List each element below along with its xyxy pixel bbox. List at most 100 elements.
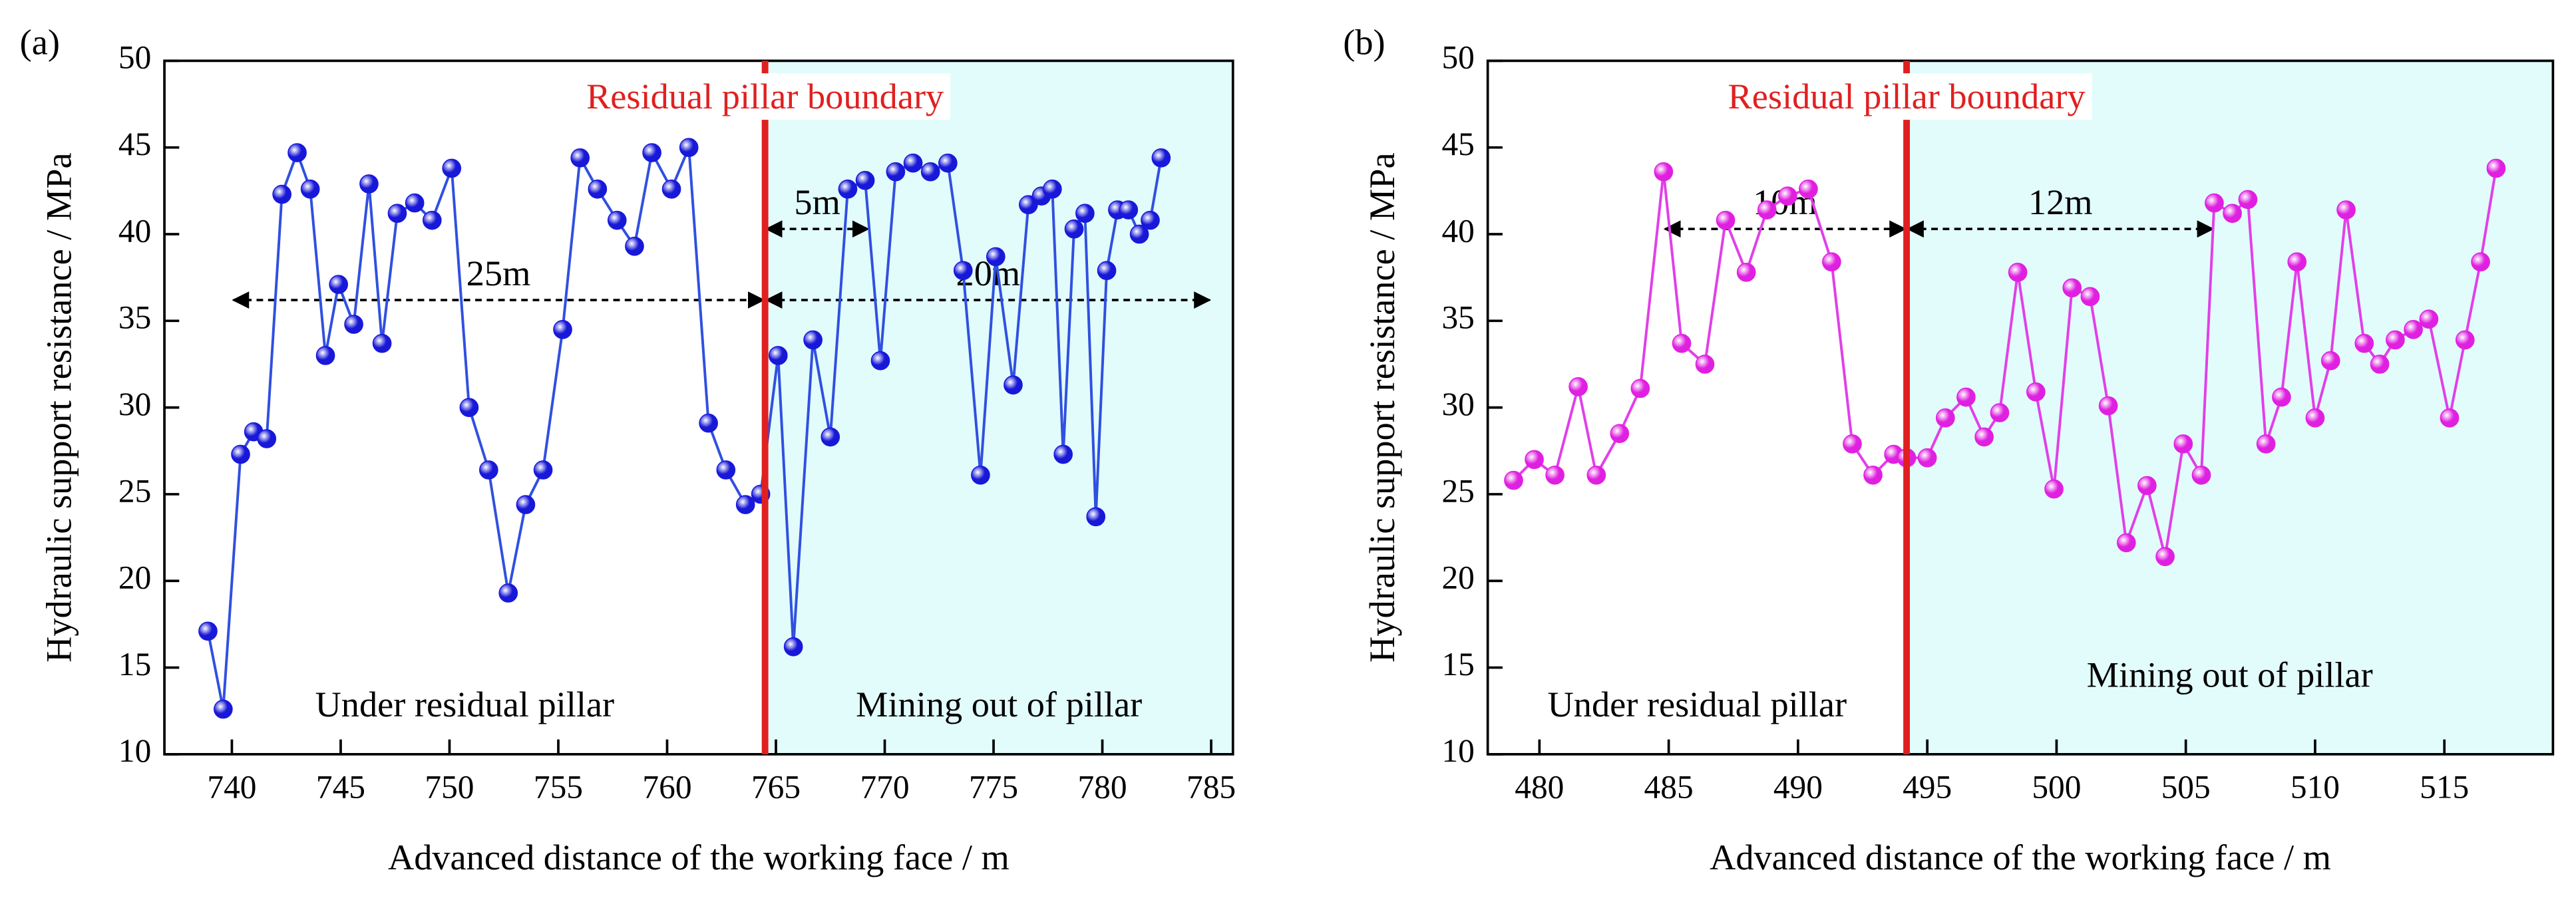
y-tick-label: 50 [1441,39,1474,76]
data-point [1990,403,2010,422]
region-label: Under residual pillar [315,684,615,724]
x-tick-label: 740 [207,769,256,806]
x-tick-label: 750 [425,769,474,806]
data-point [359,174,379,194]
data-point [2419,309,2439,329]
y-tick-label: 35 [118,299,151,336]
data-point [625,236,644,256]
data-point [2238,190,2258,210]
shaded-region [765,61,1233,754]
data-point [1654,162,1674,182]
data-point [870,351,890,371]
x-tick-label: 780 [1077,769,1127,806]
data-point [1974,427,1994,447]
data-point [214,699,233,719]
y-tick-label: 45 [118,126,151,162]
data-point [1863,465,1883,485]
data-point [1129,224,1149,244]
data-point [422,210,442,230]
data-point [1042,179,1062,199]
x-tick-label: 500 [2032,769,2081,806]
y-tick-label: 30 [118,386,151,422]
data-point [1936,408,1955,428]
data-point [344,315,363,334]
data-point [1119,200,1139,220]
x-axis-title: Advanced distance of the working face / … [388,837,1010,877]
panel-label: (b) [1343,23,1385,63]
y-axis-title: Hydraulic support resistance / MPa [39,152,79,662]
y-tick-label: 40 [118,212,151,249]
y-tick-label: 35 [1441,299,1474,336]
x-tick-label: 775 [969,769,1018,806]
x-tick-label: 515 [2420,769,2469,806]
data-point [2336,200,2356,220]
x-tick-label: 770 [860,769,909,806]
x-axis-title: Advanced distance of the working face / … [1710,837,2331,877]
data-point [768,346,788,365]
x-tick-label: 505 [2161,769,2211,806]
data-point [1004,375,1023,395]
x-tick-label: 755 [534,769,583,806]
x-tick-label: 765 [751,769,801,806]
data-point [2440,408,2460,428]
data-point [1053,444,1073,464]
boundary-label-bg [1721,73,2092,120]
y-tick-label: 10 [118,732,151,769]
plot-frame [163,59,1234,756]
data-point [2098,396,2118,416]
data-point [2404,320,2423,339]
region-label: Mining out of pillar [856,684,1142,724]
data-point [971,465,990,485]
data-point [2044,479,2064,499]
x-tick-label: 480 [1515,769,1564,806]
y-tick-label: 45 [1441,126,1474,162]
data-point [1075,204,1095,224]
y-tick-label: 40 [1441,212,1474,249]
data-point [607,210,627,230]
data-point [287,143,307,162]
data-point [329,275,349,294]
data-point [886,162,906,182]
y-tick-label: 15 [1441,646,1474,683]
data-point [1610,424,1630,444]
x-tick-label: 760 [642,769,691,806]
data-point [2008,263,2028,282]
data-point [387,204,407,224]
x-tick-label: 485 [1644,769,1694,806]
data-point [257,429,277,448]
data-point [2026,382,2046,402]
data-point [533,460,553,480]
data-point [272,184,291,204]
data-point [1525,450,1544,470]
data-point [642,143,661,162]
data-point [231,444,250,464]
data-point [938,153,958,173]
data-point [1799,179,1818,199]
data-point [2137,476,2157,496]
data-point [2471,252,2490,272]
data-point [2080,287,2100,307]
data-point [300,179,320,199]
data-point [1064,219,1084,239]
x-tick-label: 745 [316,769,365,806]
data-point [679,138,699,158]
data-point [1504,470,1523,490]
data-point [1778,186,1797,206]
data-point [2370,355,2390,374]
data-point [855,170,875,190]
data-point [2191,465,2211,485]
data-point [2287,252,2307,272]
x-tick-label: 510 [2291,769,2340,806]
x-tick-label: 785 [1187,769,1236,806]
data-point [1568,377,1588,396]
shaded-region [1907,61,2553,754]
data-point [1151,148,1171,168]
data-point [1672,333,1692,353]
data-point [553,320,572,339]
region-label: Mining out of pillar [2087,655,2373,695]
data-point [838,179,858,199]
data-point [1736,263,1756,282]
data-point [953,261,973,281]
data-point [803,330,823,350]
data-point [920,162,940,182]
